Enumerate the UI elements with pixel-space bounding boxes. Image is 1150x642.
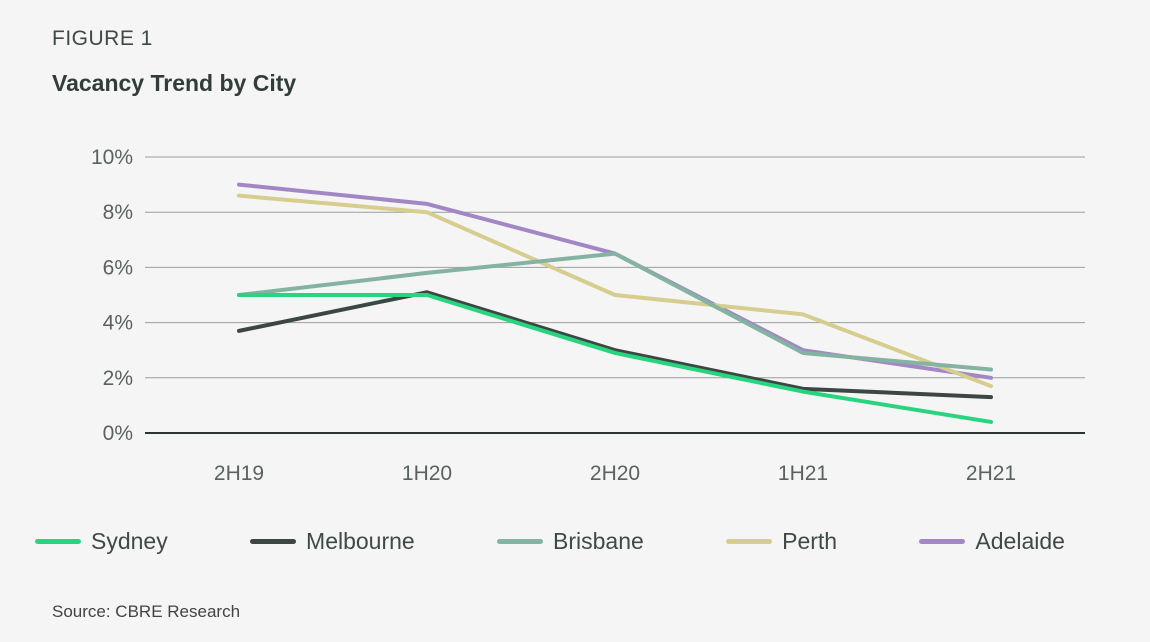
y-tick-label: 2% (103, 367, 133, 390)
figure-label: FIGURE 1 (52, 27, 153, 50)
x-tick-label: 2H21 (966, 462, 1016, 485)
x-tick-label: 1H21 (778, 462, 828, 485)
legend-item-perth: Perth (726, 528, 837, 555)
legend-swatch-brisbane (497, 539, 544, 544)
legend-swatch-sydney (35, 539, 81, 544)
y-tick-label: 0% (103, 422, 133, 445)
legend-item-sydney: Sydney (35, 528, 168, 555)
series-line-perth (237, 193, 993, 389)
series-line-brisbane (237, 251, 993, 372)
y-tick-label: 4% (103, 312, 133, 335)
series-line-sydney (237, 293, 993, 424)
y-tick-label: 8% (103, 201, 133, 224)
legend-swatch-adelaide (919, 539, 966, 544)
legend-label: Perth (782, 528, 838, 554)
x-tick-label: 2H20 (590, 462, 640, 485)
chart-title: Vacancy Trend by City (52, 70, 297, 96)
legend-item-melbourne: Melbourne (250, 528, 415, 555)
chart-legend: Sydney Melbourne Brisbane Perth Adelaide (35, 528, 1065, 555)
legend-swatch-perth (726, 539, 773, 544)
legend-item-adelaide: Adelaide (919, 528, 1065, 555)
x-tick-label: 2H19 (214, 462, 264, 485)
series-line-melbourne (237, 290, 993, 400)
legend-swatch-melbourne (250, 539, 297, 544)
legend-label: Adelaide (975, 528, 1065, 554)
y-tick-label: 6% (103, 256, 133, 279)
legend-label: Brisbane (553, 528, 644, 554)
y-tick-label: 10% (91, 146, 133, 169)
legend-label: Melbourne (306, 528, 415, 554)
source-note: Source: CBRE Research (52, 602, 241, 621)
x-tick-label: 1H20 (402, 462, 452, 485)
legend-label: Sydney (91, 528, 168, 554)
legend-item-brisbane: Brisbane (497, 528, 644, 555)
